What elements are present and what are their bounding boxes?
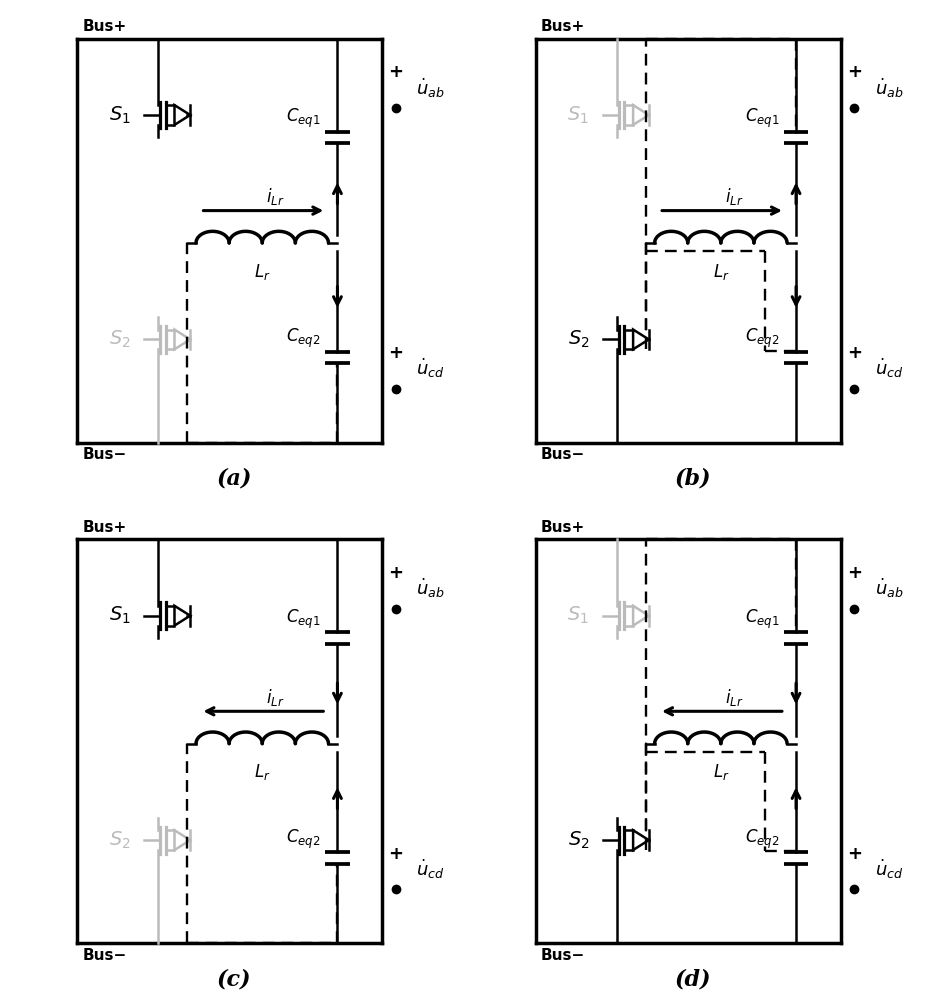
- Text: Bus−: Bus−: [541, 447, 585, 462]
- Text: $L_r$: $L_r$: [254, 262, 271, 282]
- Text: $S_2$: $S_2$: [108, 829, 131, 851]
- Text: (a): (a): [217, 468, 252, 490]
- Text: (b): (b): [675, 468, 711, 490]
- Text: Bus+: Bus+: [83, 520, 127, 535]
- Text: $S_2$: $S_2$: [567, 829, 590, 851]
- Text: $\dot{u}_{ab}$: $\dot{u}_{ab}$: [874, 577, 903, 600]
- Text: Bus−: Bus−: [541, 948, 585, 963]
- Text: $i_{Lr}$: $i_{Lr}$: [725, 687, 743, 708]
- Text: $C_{eq1}$: $C_{eq1}$: [286, 608, 321, 631]
- Text: (c): (c): [217, 968, 251, 990]
- Text: $\dot{u}_{cd}$: $\dot{u}_{cd}$: [416, 858, 445, 881]
- Text: $i_{Lr}$: $i_{Lr}$: [725, 186, 743, 207]
- Text: Bus−: Bus−: [83, 948, 127, 963]
- Text: Bus−: Bus−: [83, 447, 127, 462]
- Text: $C_{eq2}$: $C_{eq2}$: [744, 327, 780, 350]
- Text: +: +: [847, 63, 862, 81]
- Text: $L_r$: $L_r$: [254, 762, 271, 782]
- Text: $\dot{u}_{ab}$: $\dot{u}_{ab}$: [874, 76, 903, 100]
- Text: $C_{eq1}$: $C_{eq1}$: [744, 608, 780, 631]
- Text: +: +: [847, 845, 862, 863]
- Text: +: +: [388, 564, 403, 582]
- Text: $C_{eq2}$: $C_{eq2}$: [744, 828, 780, 851]
- Text: +: +: [847, 564, 862, 582]
- Text: $S_2$: $S_2$: [108, 329, 131, 350]
- Text: $L_r$: $L_r$: [713, 262, 730, 282]
- Text: $i_{Lr}$: $i_{Lr}$: [266, 687, 285, 708]
- Text: +: +: [388, 63, 403, 81]
- Text: +: +: [388, 344, 403, 362]
- Text: $S_1$: $S_1$: [108, 605, 131, 626]
- Text: $\dot{u}_{cd}$: $\dot{u}_{cd}$: [416, 357, 445, 380]
- Text: $\dot{u}_{cd}$: $\dot{u}_{cd}$: [874, 357, 903, 380]
- Text: $L_r$: $L_r$: [713, 762, 730, 782]
- Text: Bus+: Bus+: [83, 19, 127, 34]
- Text: $i_{Lr}$: $i_{Lr}$: [266, 186, 285, 207]
- Text: $C_{eq1}$: $C_{eq1}$: [744, 107, 780, 130]
- Text: $\dot{u}_{cd}$: $\dot{u}_{cd}$: [874, 858, 903, 881]
- Text: +: +: [388, 845, 403, 863]
- Text: $C_{eq2}$: $C_{eq2}$: [286, 327, 321, 350]
- Text: (d): (d): [675, 968, 711, 990]
- Text: Bus+: Bus+: [541, 19, 585, 34]
- Text: $\dot{u}_{ab}$: $\dot{u}_{ab}$: [416, 577, 445, 600]
- Text: +: +: [847, 344, 862, 362]
- Text: $C_{eq2}$: $C_{eq2}$: [286, 828, 321, 851]
- Text: $S_1$: $S_1$: [108, 104, 131, 126]
- Text: $S_2$: $S_2$: [567, 329, 590, 350]
- Text: $S_1$: $S_1$: [567, 605, 590, 626]
- Text: $\dot{u}_{ab}$: $\dot{u}_{ab}$: [416, 76, 445, 100]
- Text: Bus+: Bus+: [541, 520, 585, 535]
- Text: $C_{eq1}$: $C_{eq1}$: [286, 107, 321, 130]
- Text: $S_1$: $S_1$: [567, 104, 590, 126]
